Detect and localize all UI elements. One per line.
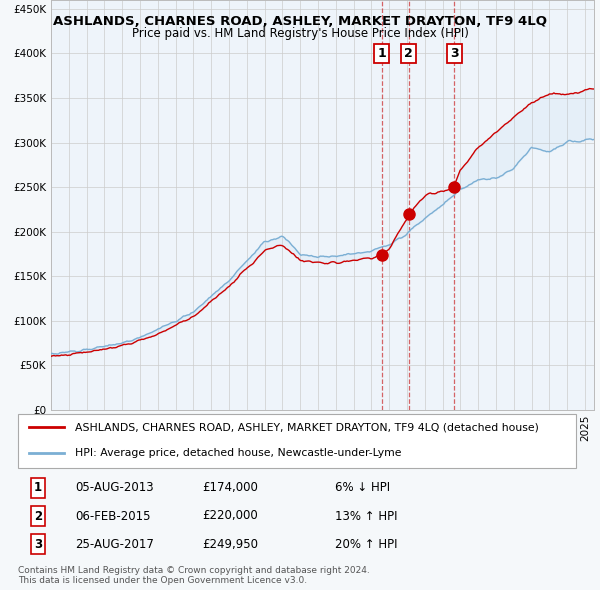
Text: 25-AUG-2017: 25-AUG-2017 [76,537,154,550]
Text: 6% ↓ HPI: 6% ↓ HPI [335,481,389,494]
Text: £249,950: £249,950 [202,537,258,550]
Text: 3: 3 [450,47,458,60]
Text: £174,000: £174,000 [202,481,258,494]
Text: 20% ↑ HPI: 20% ↑ HPI [335,537,397,550]
Text: 05-AUG-2013: 05-AUG-2013 [76,481,154,494]
Text: 2: 2 [404,47,413,60]
Text: 13% ↑ HPI: 13% ↑ HPI [335,510,397,523]
Text: 2: 2 [34,510,42,523]
Text: £220,000: £220,000 [202,510,258,523]
FancyBboxPatch shape [18,414,577,468]
Text: 06-FEB-2015: 06-FEB-2015 [76,510,151,523]
Text: Price paid vs. HM Land Registry's House Price Index (HPI): Price paid vs. HM Land Registry's House … [131,27,469,40]
Text: 1: 1 [34,481,42,494]
Text: ASHLANDS, CHARNES ROAD, ASHLEY, MARKET DRAYTON, TF9 4LQ (detached house): ASHLANDS, CHARNES ROAD, ASHLEY, MARKET D… [76,422,539,432]
Text: 3: 3 [34,537,42,550]
Text: ASHLANDS, CHARNES ROAD, ASHLEY, MARKET DRAYTON, TF9 4LQ: ASHLANDS, CHARNES ROAD, ASHLEY, MARKET D… [53,15,547,28]
Text: Contains HM Land Registry data © Crown copyright and database right 2024.
This d: Contains HM Land Registry data © Crown c… [18,566,370,585]
Text: HPI: Average price, detached house, Newcastle-under-Lyme: HPI: Average price, detached house, Newc… [76,448,402,458]
Text: 1: 1 [377,47,386,60]
